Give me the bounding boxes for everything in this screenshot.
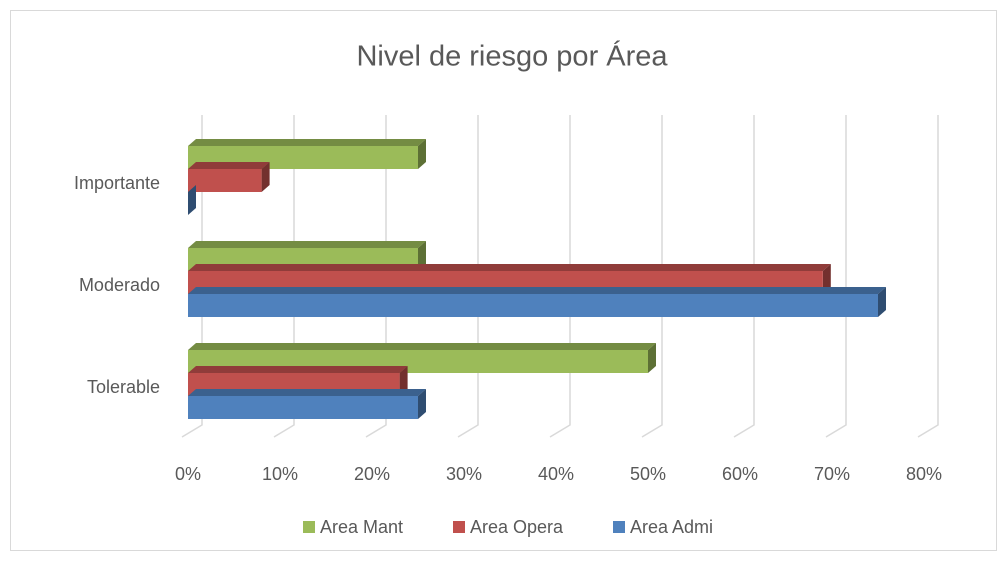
x-tick-label: 0% — [175, 464, 201, 484]
x-tick-label: 10% — [262, 464, 298, 484]
legend-swatch — [613, 521, 625, 533]
grid-line — [457, 115, 479, 438]
legend-label: Area Mant — [320, 517, 403, 537]
bar-face — [418, 389, 426, 419]
bar-face — [188, 169, 262, 192]
bar — [188, 185, 196, 215]
bar — [188, 389, 426, 419]
legend-label: Area Admi — [630, 517, 713, 537]
bar-face — [188, 139, 426, 146]
bar-face — [399, 366, 408, 396]
grid-line — [549, 115, 571, 438]
grid-line — [273, 115, 295, 438]
grid-line — [641, 115, 663, 438]
y-tick-label: Importante — [74, 173, 160, 193]
grid-line — [917, 115, 939, 438]
bar-face — [188, 294, 878, 317]
bar — [188, 287, 886, 317]
bar-face — [188, 185, 196, 215]
y-tick-label: Tolerable — [87, 377, 160, 397]
grid-line — [733, 115, 755, 438]
bar-face — [418, 139, 426, 169]
bar-face — [418, 241, 426, 271]
bar-face — [188, 389, 426, 396]
x-tick-label: 70% — [814, 464, 850, 484]
bar-face — [822, 264, 831, 294]
bar-face — [188, 396, 418, 419]
x-tick-label: 60% — [722, 464, 758, 484]
x-tick-label: 40% — [538, 464, 574, 484]
bar-face — [648, 343, 656, 373]
bar-face — [188, 287, 886, 294]
legend-label: Area Opera — [470, 517, 564, 537]
grid-line — [365, 115, 387, 438]
bar-face — [261, 162, 270, 192]
x-tick-label: 50% — [630, 464, 666, 484]
bar-face — [188, 366, 408, 373]
x-tick-label: 80% — [906, 464, 942, 484]
x-tick-label: 30% — [446, 464, 482, 484]
legend-swatch — [453, 521, 465, 533]
x-tick-label: 20% — [354, 464, 390, 484]
chart-title: Nivel de riesgo por Área — [356, 40, 668, 73]
bar-face — [188, 241, 426, 248]
grid-line — [825, 115, 847, 438]
grid-line — [181, 115, 203, 438]
bar — [188, 162, 270, 192]
bar-face — [878, 287, 886, 317]
bar-face — [188, 162, 270, 169]
y-tick-label: Moderado — [79, 275, 160, 295]
legend-swatch — [303, 521, 315, 533]
bar-face — [188, 343, 656, 350]
bar-face — [188, 264, 831, 271]
